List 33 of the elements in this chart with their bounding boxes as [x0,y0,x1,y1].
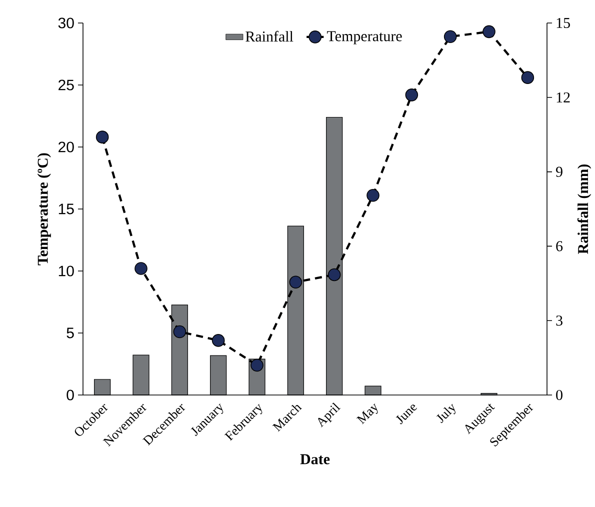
point [212,334,225,347]
y2-tick-label: 15 [556,18,570,28]
y2-tick-label: 0 [556,390,562,400]
y-axis-title: Temperature (ºC) [37,153,51,266]
x-axis-title: Date [300,454,330,464]
point [289,276,302,289]
y2-tick-label: 3 [556,316,562,326]
legend-label: Rainfall [246,30,294,42]
legend-label: Temperature [327,31,402,44]
point [444,30,457,44]
y-tick-label: 15 [58,204,74,214]
y-tick-label: 10 [58,266,74,276]
x-tick-label: July [436,404,456,424]
y-tick-label: 30 [58,18,74,28]
y2-tick-label: 12 [556,92,570,102]
y2-axis-title: Rainfall (mm) [577,164,592,254]
point [328,268,341,282]
y-tick-label: 0 [66,390,74,400]
point [405,88,418,102]
y2-tick-label: 9 [556,166,562,177]
y-tick-label: 5 [66,328,74,338]
point [521,71,534,84]
point [96,130,109,144]
point [134,262,148,275]
y-tick-label: 20 [58,142,74,152]
point [250,358,264,372]
point [482,25,496,38]
y2-tick-label: 6 [556,241,563,252]
y-tick-label: 25 [58,80,74,90]
point [173,325,186,338]
x-tick-label: May [356,404,378,424]
x-tick-label: June [396,404,417,424]
point [366,188,380,202]
